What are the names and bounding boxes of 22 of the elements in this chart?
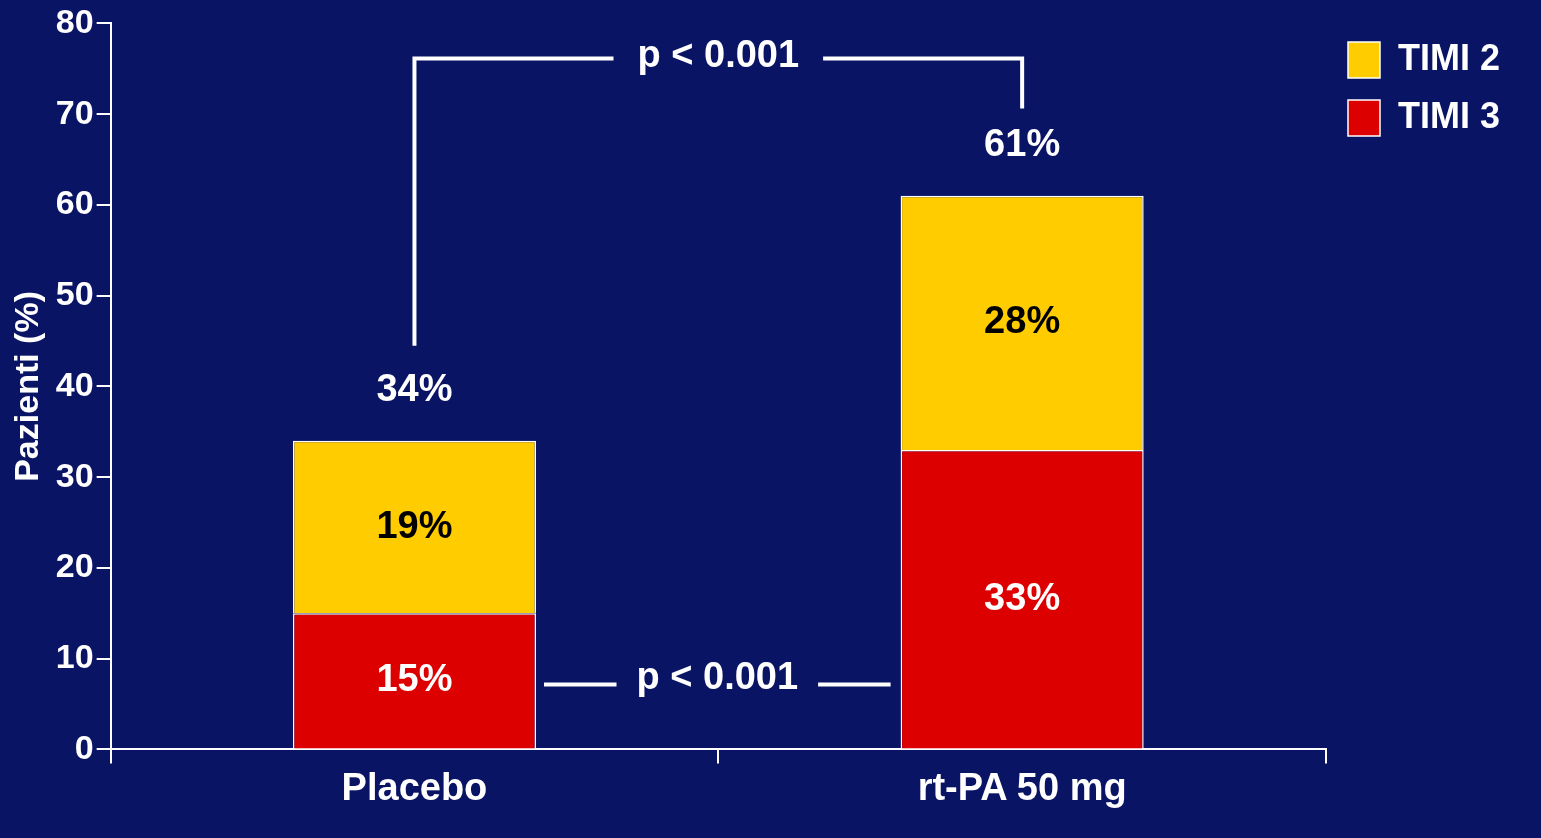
y-tick-label: 20 [55,546,94,585]
x-tick-label: Placebo [341,765,488,808]
y-tick-label: 10 [55,637,94,676]
legend-label: TIMI 3 [1397,94,1501,136]
y-tick-label: 60 [55,183,94,222]
annotation: p < 0.001 [636,654,799,697]
data-label: 19% [376,503,453,546]
y-tick-label: 80 [55,1,94,40]
total-label: 61% [984,122,1061,165]
data-label: 28% [984,299,1061,342]
x-tick-label: rt-PA 50 mg [917,765,1127,808]
annotation: p < 0.001 [637,32,800,75]
y-tick-label: 70 [55,92,94,131]
data-label: 33% [984,575,1061,618]
y-axis-title: Pazienti (%) [6,290,45,482]
legend-label: TIMI 2 [1397,36,1501,78]
y-tick-label: 40 [55,364,94,403]
data-label: 15% [376,657,453,700]
y-tick-label: 0 [74,727,94,766]
total-label: 34% [376,367,453,410]
y-tick-label: 50 [55,274,94,313]
y-tick-label: 30 [55,455,94,494]
